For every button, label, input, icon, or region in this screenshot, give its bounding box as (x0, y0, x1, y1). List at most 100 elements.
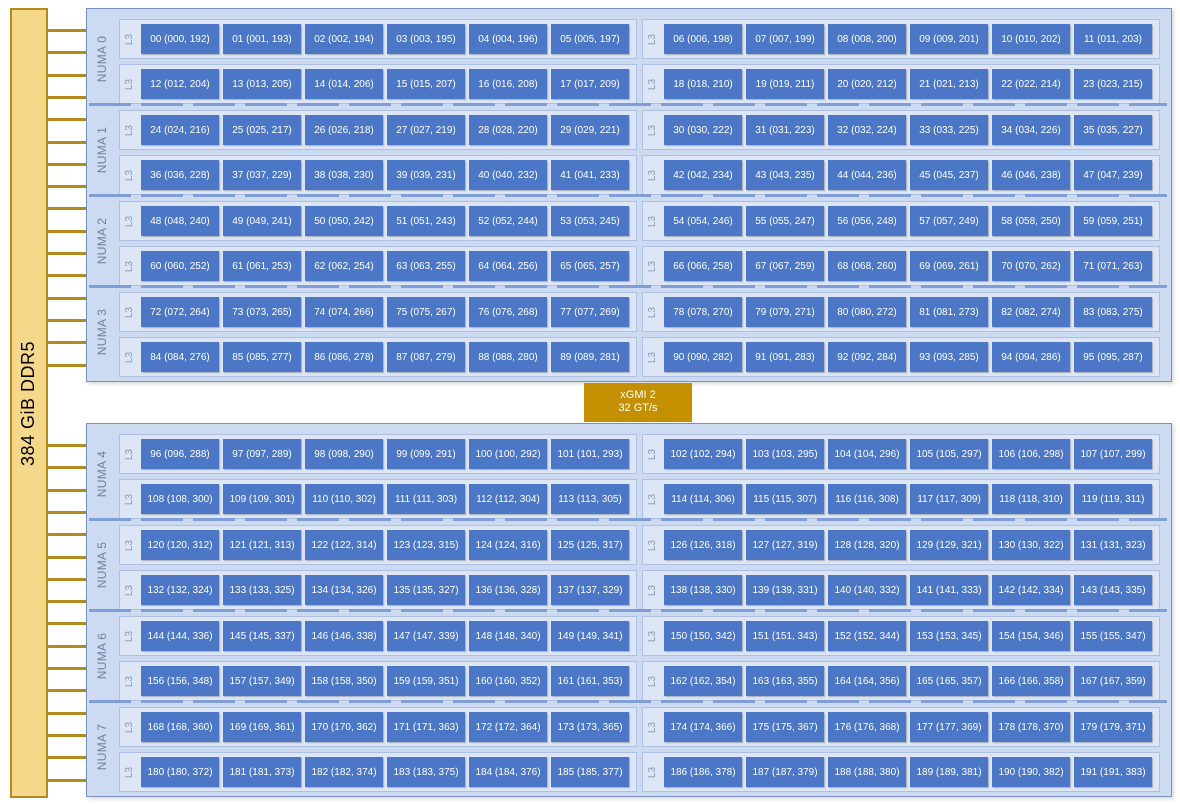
numa-label-text: NUMA 0 (95, 35, 110, 83)
cpu-core: 105 (105, 297) (910, 439, 988, 469)
memory-wire (48, 600, 87, 604)
l3-cache: L3 (643, 20, 663, 58)
cpu-core: 84 (084, 276) (141, 342, 219, 372)
cpu-core: 22 (022, 214) (992, 69, 1070, 99)
cpu-core: 79 (079, 271) (746, 297, 824, 327)
cpu-core: 95 (095, 287) (1074, 342, 1152, 372)
cpu-core: 72 (072, 264) (141, 297, 219, 327)
cpu-core: 67 (067, 259) (746, 251, 824, 281)
cpu-core: 158 (158, 350) (305, 666, 383, 696)
socket-1: NUMA 4 L3 96 (096, 288) 97 (097, 289) 98 (09… (86, 423, 1172, 797)
xgmi-link: xGMI 2 32 GT/s (584, 383, 692, 422)
cpu-core: 04 (004, 196) (469, 24, 547, 54)
cpu-core: 138 (138, 330) (664, 575, 742, 605)
l3-label: L3 (124, 124, 136, 136)
ccx: L3 150 (150, 342) 151 (151, 343) 152 (152, … (642, 616, 1160, 656)
cpu-core: 12 (012, 204) (141, 69, 219, 99)
cpu-core: 16 (016, 208) (469, 69, 547, 99)
l3-cache: L3 (643, 247, 663, 285)
cpu-core: 92 (092, 284) (828, 342, 906, 372)
cpu-core: 125 (125, 317) (551, 530, 629, 560)
cpu-core: 139 (139, 331) (746, 575, 824, 605)
cpu-core: 120 (120, 312) (141, 530, 219, 560)
memory-wire (48, 711, 87, 715)
ccx: L3 114 (114, 306) 115 (115, 307) 116 (116, … (642, 479, 1160, 519)
cpu-core: 173 (173, 365) (551, 712, 629, 742)
l3-cache: L3 (120, 571, 140, 609)
ccx: L3 30 (030, 222) 31 (031, 223) 32 (032, 224… (642, 110, 1160, 150)
cpu-core: 171 (171, 363) (387, 712, 465, 742)
cpu-core: 33 (033, 225) (910, 115, 988, 145)
l3-label: L3 (124, 766, 136, 778)
ccx: L3 24 (024, 216) 25 (025, 217) 26 (026, 218… (119, 110, 637, 150)
memory-wire (48, 29, 87, 32)
cpu-core: 121 (121, 313) (223, 530, 301, 560)
cpu-core: 115 (115, 307) (746, 484, 824, 514)
l3-label: L3 (647, 448, 659, 460)
numa-label: NUMA 2 (87, 196, 117, 286)
numa-label-text: NUMA 1 (95, 126, 110, 174)
cpu-core: 55 (055, 247) (746, 206, 824, 236)
l3-label: L3 (124, 584, 136, 596)
l3-label: L3 (647, 306, 659, 318)
cpu-core: 131 (131, 323) (1074, 530, 1152, 560)
l3-cache: L3 (643, 202, 663, 240)
cpu-core: 191 (191, 383) (1074, 757, 1152, 787)
cpu-core: 40 (040, 232) (469, 160, 547, 190)
l3-cache: L3 (120, 708, 140, 746)
cpu-core: 181 (181, 373) (223, 757, 301, 787)
cpu-core: 45 (045, 237) (910, 160, 988, 190)
cpu-core: 150 (150, 342) (664, 621, 742, 651)
numa-node-5: NUMA 5 L3 120 (120, 312) 121 (121, 313) 122 … (87, 520, 1173, 612)
memory-wire (48, 118, 87, 122)
cpu-core: 188 (188, 380) (828, 757, 906, 787)
cpu-core: 00 (000, 192) (141, 24, 219, 54)
l3-label: L3 (124, 33, 136, 45)
cpu-core: 186 (186, 378) (664, 757, 742, 787)
cpu-core: 38 (038, 230) (305, 160, 383, 190)
cpu-core: 66 (066, 258) (664, 251, 742, 281)
cpu-core: 18 (018, 210) (664, 69, 742, 99)
cpu-core: 189 (189, 381) (910, 757, 988, 787)
cpu-core: 175 (175, 367) (746, 712, 824, 742)
cpu-core: 64 (064, 256) (469, 251, 547, 281)
l3-cache: L3 (120, 338, 140, 376)
cpu-core: 60 (060, 252) (141, 251, 219, 281)
l3-label: L3 (124, 215, 136, 227)
l3-cache: L3 (643, 156, 663, 194)
cpu-core: 117 (117, 309) (910, 484, 988, 514)
l3-label: L3 (124, 260, 136, 272)
l3-label: L3 (647, 33, 659, 45)
cpu-core: 47 (047, 239) (1074, 160, 1152, 190)
cpu-core: 187 (187, 379) (746, 757, 824, 787)
cpu-core: 152 (152, 344) (828, 621, 906, 651)
ccx: L3 138 (138, 330) 139 (139, 331) 140 (140, … (642, 570, 1160, 610)
cpu-core: 143 (143, 335) (1074, 575, 1152, 605)
numa-label: NUMA 0 (87, 14, 117, 104)
cpu-core: 96 (096, 288) (141, 439, 219, 469)
cpu-core: 118 (118, 310) (992, 484, 1070, 514)
ccx: L3 36 (036, 228) 37 (037, 229) 38 (038, 230… (119, 155, 637, 195)
numa-separator (89, 518, 1167, 521)
ccx: L3 174 (174, 366) 175 (175, 367) 176 (176, … (642, 707, 1160, 747)
cpu-core: 43 (043, 235) (746, 160, 824, 190)
memory-wire (48, 51, 87, 55)
cpu-core: 190 (190, 382) (992, 757, 1070, 787)
cpu-core: 06 (006, 198) (664, 24, 742, 54)
l3-cache: L3 (120, 293, 140, 331)
cpu-core: 44 (044, 236) (828, 160, 906, 190)
cpu-core: 29 (029, 221) (551, 115, 629, 145)
cpu-core: 10 (010, 202) (992, 24, 1070, 54)
cpu-core: 30 (030, 222) (664, 115, 742, 145)
ccx: L3 186 (186, 378) 187 (187, 379) 188 (188, … (642, 752, 1160, 792)
numa-label: NUMA 4 (87, 429, 117, 519)
cpu-core: 140 (140, 332) (828, 575, 906, 605)
l3-cache: L3 (120, 662, 140, 700)
cpu-core: 169 (169, 361) (223, 712, 301, 742)
cpu-core: 02 (002, 194) (305, 24, 383, 54)
cpu-core: 36 (036, 228) (141, 160, 219, 190)
cpu-core: 132 (132, 324) (141, 575, 219, 605)
numa-label: NUMA 3 (87, 287, 117, 377)
cpu-core: 168 (168, 360) (141, 712, 219, 742)
memory-wire (48, 274, 87, 278)
